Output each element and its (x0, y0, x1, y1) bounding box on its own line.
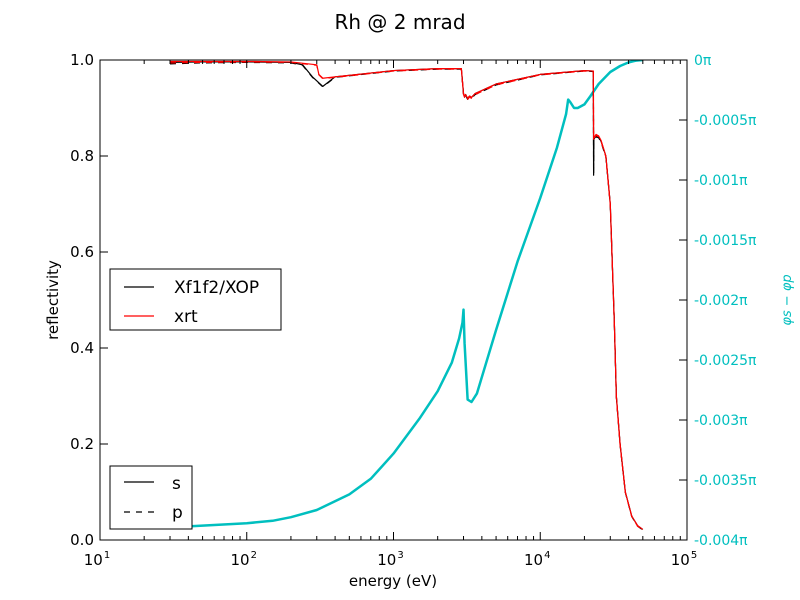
y2-axis-label: φs − φp (780, 274, 795, 325)
y2-tick-label: -0.0035π (694, 473, 757, 489)
legend-polarization-label-s: s (172, 474, 181, 494)
series-line-xrt-p (170, 61, 644, 531)
y2-tick-label: -0.0015π (694, 233, 757, 249)
y2-tick-label: 0π (694, 53, 712, 69)
series-layer (169, 60, 644, 531)
legend-source-label-xop: Xf1f2/XOP (174, 278, 259, 298)
x-axis-label: energy (eV) (349, 572, 437, 590)
x-tick-label: 102 (231, 550, 257, 569)
legend-source-label-xrt: xrt (174, 307, 198, 327)
y-tick-label: 0.6 (70, 243, 94, 261)
y2-tick-label: -0.002π (694, 293, 748, 309)
y-axis-ticks: 0.0 0.2 0.4 0.6 0.8 1.0 (70, 51, 108, 549)
y2-tick-label: -0.001π (694, 173, 748, 189)
x-tick-label: 101 (84, 550, 110, 569)
y-tick-label: 0.2 (70, 435, 94, 453)
x-tick-label: 103 (377, 550, 403, 569)
y2-tick-label: -0.0025π (694, 353, 757, 369)
y2-axis-ticks: 0π -0.0005π -0.001π -0.0015π -0.002π -0.0025π… (679, 53, 757, 549)
y-tick-label: 1.0 (70, 51, 94, 69)
y2-tick-label: -0.004π (694, 533, 748, 549)
y2-tick-label: -0.0005π (694, 113, 757, 129)
y2-tick-label: -0.003π (694, 413, 748, 429)
legend-polarization: s p (109, 465, 193, 530)
y-tick-label: 0.8 (70, 147, 94, 165)
y-axis-label: reflectivity (44, 260, 62, 340)
chart-title: Rh @ 2 mrad (334, 10, 465, 34)
x-tick-label: 104 (524, 550, 550, 569)
legend-source: Xf1f2/XOP xrt (109, 268, 282, 331)
x-tick-label: 105 (671, 550, 697, 569)
legend-source-box (109, 268, 282, 331)
y-tick-label: 0.0 (70, 531, 94, 549)
y-tick-label: 0.4 (70, 339, 94, 357)
legend-polarization-label-p: p (172, 503, 183, 523)
series-line-phase (169, 60, 643, 529)
legend-polarization-box (109, 465, 193, 530)
